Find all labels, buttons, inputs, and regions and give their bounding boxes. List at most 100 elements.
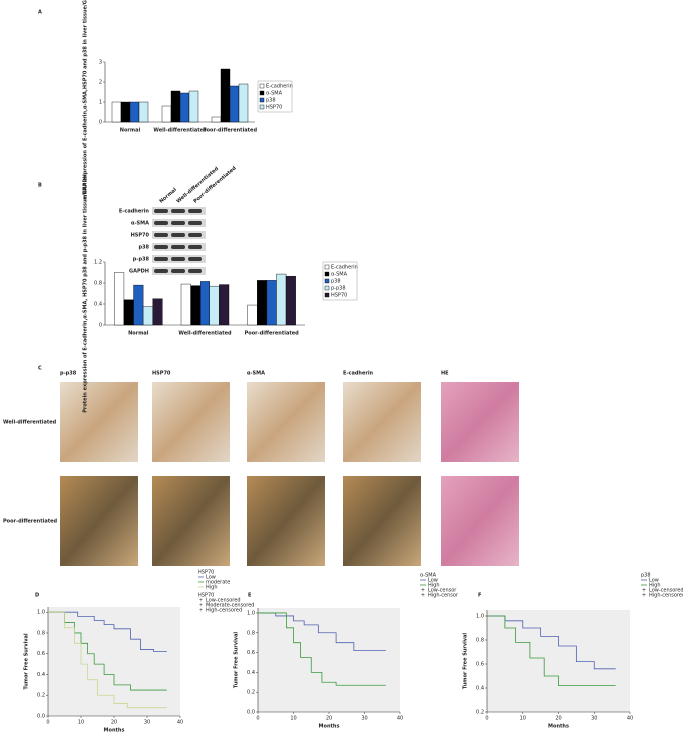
legend-label: moderate	[206, 580, 230, 586]
y-tick-label: 1.0	[476, 614, 484, 620]
bar	[114, 272, 125, 326]
x-tick-label: 0	[485, 716, 488, 722]
legend-title: α-SMA	[420, 573, 437, 579]
bar	[209, 285, 220, 326]
legend-title: HSP70	[198, 570, 214, 576]
y-tick-label: 0	[99, 120, 102, 126]
bar	[220, 68, 231, 123]
bar	[229, 85, 240, 123]
histology-row-label: Well-differentiated	[3, 420, 57, 426]
micrograph	[247, 382, 325, 462]
legend-swatch	[259, 97, 265, 103]
y-tick-label: 1.0	[37, 610, 45, 616]
blot-row-label: α-SMA	[131, 221, 149, 227]
blot-band	[171, 209, 185, 213]
bar	[123, 299, 134, 326]
legend-swatch	[324, 271, 330, 277]
x-tick-label: 40	[177, 720, 183, 726]
survival-curve	[48, 611, 167, 653]
x-tick-label: 10	[78, 720, 84, 726]
y-tick-label: 0.4	[247, 670, 255, 676]
bar	[190, 285, 201, 326]
legend-box	[257, 80, 293, 113]
y-axis-label: mRNA expression of E-cadherin,α-SMA,HSP7…	[83, 0, 89, 200]
y-tick-label: 0.2	[37, 693, 45, 699]
legend-label: HSP70	[266, 105, 282, 111]
bar	[199, 281, 210, 326]
legend-label: Low	[206, 575, 216, 581]
x-tick-label: 0	[46, 720, 49, 726]
x-tick-label: 0	[256, 716, 259, 722]
y-tick-label: 0.4	[476, 686, 484, 692]
legend-label: Low-censored	[206, 598, 241, 604]
panel-label: A	[38, 10, 42, 16]
blot-band	[171, 257, 185, 261]
y-tick-label: 1.2	[94, 260, 102, 266]
x-tick-label: 20	[111, 720, 117, 726]
x-tick-label: 20	[555, 716, 561, 722]
y-tick-label: 0.8	[247, 630, 255, 636]
blot-row-label: HSP70	[131, 233, 150, 239]
legend-label: Moderate-censored	[206, 603, 254, 609]
x-tick-label: 40	[397, 716, 403, 722]
blot-row-label: GAPDH	[129, 269, 149, 275]
y-tick-label: 0.6	[247, 650, 255, 656]
x-tick-label: 30	[144, 720, 150, 726]
blot-row-label: p38	[138, 245, 149, 251]
legend-swatch	[324, 292, 330, 298]
micrograph	[343, 382, 421, 462]
x-tick-label: 10	[290, 716, 296, 722]
blot-column-label: Normal	[158, 187, 178, 205]
histology-column-label: HSP70	[152, 371, 171, 377]
survival-curve	[48, 611, 167, 691]
legend-title: HSP70	[198, 593, 214, 599]
blot-row-label: E-cadherin	[119, 209, 150, 215]
panel-label: C	[38, 366, 42, 372]
micrograph	[441, 476, 519, 566]
histology-column-label: E-cadherin	[343, 371, 374, 377]
y-tick-label: 0.4	[37, 672, 45, 678]
panel-label: B	[38, 183, 42, 189]
bar	[170, 90, 181, 123]
blot-band	[154, 233, 168, 237]
bar	[129, 101, 140, 123]
histology-column-label: p-p38	[60, 371, 77, 377]
survival-curve	[258, 612, 386, 651]
bar	[142, 306, 153, 326]
legend-label: E-cadherin	[266, 84, 293, 90]
x-axis-label: Months	[319, 724, 340, 730]
legend-label: E-cadherin	[331, 265, 358, 271]
y-axis-label: Tumor Free Survival	[234, 632, 240, 689]
y-tick-label: 0.2	[247, 690, 255, 696]
micrograph	[60, 382, 138, 462]
y-axis-label: Tumor Free Survival	[463, 633, 469, 690]
blot-band	[171, 233, 185, 237]
histology-column-label: HE	[441, 371, 449, 377]
micrograph	[247, 476, 325, 566]
legend-censor-mark: +	[199, 603, 203, 609]
legend-title: p38	[641, 573, 651, 579]
blot-band	[154, 245, 168, 249]
x-tick-label: Well-differentiated	[178, 331, 232, 337]
x-tick-label: Normal	[128, 331, 149, 337]
bar	[111, 101, 122, 123]
blot-band	[154, 257, 168, 261]
bar	[247, 304, 258, 326]
bar	[179, 92, 190, 123]
blot-band	[154, 221, 168, 225]
bar	[257, 280, 268, 326]
blot-band	[171, 269, 185, 273]
bar	[161, 105, 172, 123]
legend-label: HSP70	[331, 293, 347, 299]
blot-band	[188, 233, 202, 237]
histology-column-label: α-SMA	[247, 371, 265, 377]
x-tick-label: 40	[627, 716, 633, 722]
survival-curve	[258, 612, 386, 686]
legend-label: High	[428, 583, 440, 589]
legend-label: Low-censored	[649, 588, 683, 594]
survival-curve	[487, 615, 616, 686]
legend-label: Low-censor	[428, 588, 457, 594]
legend-label: p38	[266, 98, 276, 104]
y-tick-label: 1	[99, 100, 102, 106]
